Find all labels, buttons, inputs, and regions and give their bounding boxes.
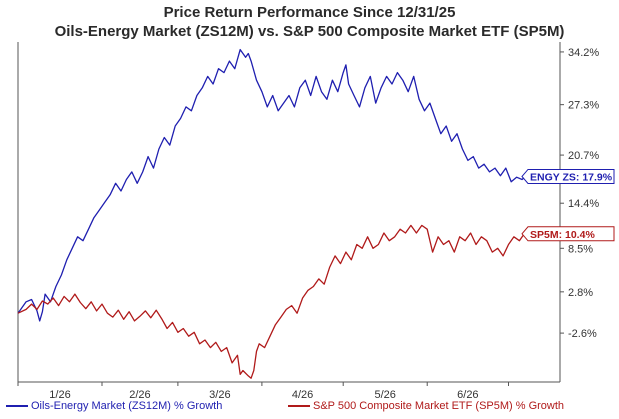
y-tick-label: 34.2% <box>568 47 599 59</box>
end-label-box <box>521 226 615 242</box>
x-tick-label: 4/26 <box>292 389 313 401</box>
y-tick-label: 8.5% <box>568 243 593 255</box>
y-tick-label: -2.6% <box>568 328 597 340</box>
y-tick-label: 20.7% <box>568 150 599 162</box>
legend-item-series-1: Oils-Energy Market (ZS12M) % Growth <box>6 400 222 412</box>
legend-swatch-series-1 <box>6 405 28 408</box>
legend-label-series-2: S&P 500 Composite Market ETF (SP5M) % Gr… <box>313 400 565 412</box>
end-label-series-2: SP5M: 10.4% <box>521 226 615 242</box>
x-tick-label: 3/26 <box>209 389 230 401</box>
series-line-1 <box>17 48 534 322</box>
series-line-2 <box>17 224 534 379</box>
legend-label-series-1: Oils-Energy Market (ZS12M) % Growth <box>31 400 223 412</box>
end-label-box <box>521 168 615 184</box>
x-tick-label: 5/26 <box>374 389 395 401</box>
x-tick-label: 2/26 <box>129 389 150 401</box>
y-tick-label: 14.4% <box>568 198 599 210</box>
chart-title: Price Return Performance Since 12/31/25 <box>163 4 456 21</box>
end-label-series-1: ENGY ZS: 17.9% <box>521 168 615 184</box>
chart-lines <box>17 48 534 379</box>
end-label-text: SP5M: 10.4% <box>530 229 595 241</box>
chart-end-labels: ENGY ZS: 17.9% SP5M: 10.4% <box>521 168 615 242</box>
x-tick-label: 1/26 <box>49 389 70 401</box>
chart-axes: 34.2% 27.3% 20.7% 14.4% 8.5% 2.8% -2.6% 1/26 2/2… <box>17 42 599 401</box>
legend-swatch-series-2 <box>288 405 310 408</box>
chart-subtitle: Oils-Energy Market (ZS12M) vs. S&P 500 C… <box>54 23 565 40</box>
y-tick-label: 2.8% <box>568 287 593 299</box>
end-label-text: ENGY ZS: 17.9% <box>530 171 613 183</box>
y-tick-label: 27.3% <box>568 100 599 112</box>
x-tick-label: 6/26 <box>457 389 478 401</box>
legend-item-series-2: S&P 500 Composite Market ETF (SP5M) % Gr… <box>288 400 564 412</box>
